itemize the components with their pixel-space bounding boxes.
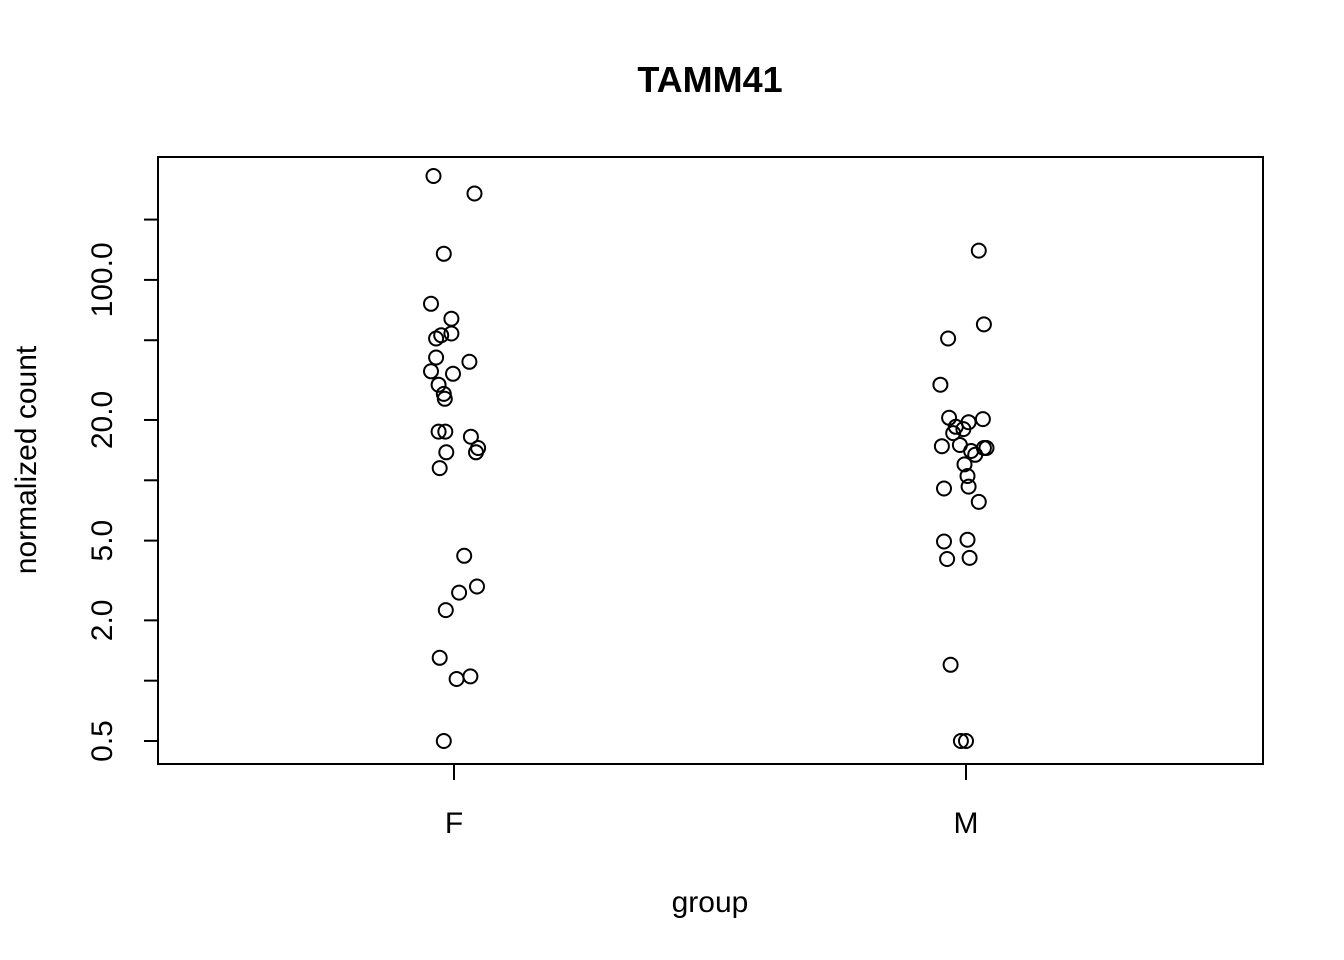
data-point [437, 423, 454, 440]
data-point [469, 578, 485, 595]
data-point [423, 295, 439, 312]
data-point [939, 551, 956, 567]
data-point [933, 438, 950, 455]
data-point [466, 185, 483, 202]
data-point [428, 349, 445, 366]
data-point [435, 733, 452, 749]
data-point [436, 390, 453, 407]
data-point [445, 365, 461, 382]
data-point [456, 547, 473, 564]
data-point [451, 584, 468, 601]
data-point [967, 446, 984, 463]
y-tick-label: 5.0 [86, 520, 119, 562]
data-point [975, 316, 992, 333]
data-point [959, 468, 976, 484]
data-point [936, 533, 952, 550]
data-point [428, 330, 445, 347]
plot-frame [157, 156, 1264, 765]
data-point [952, 733, 969, 749]
data-point [932, 376, 949, 393]
data-point [974, 411, 991, 428]
data-point [945, 425, 962, 442]
data-point [443, 325, 460, 342]
x-tick-label: F [445, 807, 463, 840]
data-point [431, 460, 448, 477]
y-axis-tick-labels: 0.5 2.0 5.0 20.0 100.0 [86, 242, 119, 761]
data-point [958, 733, 974, 749]
data-point [963, 443, 980, 459]
data-point [940, 330, 957, 347]
data-point [959, 531, 976, 548]
y-tick-label: 100.0 [86, 242, 119, 317]
data-point [942, 656, 959, 673]
data-point [437, 602, 454, 619]
x-axis [453, 764, 967, 780]
data-points [423, 168, 995, 749]
data-point [468, 444, 484, 461]
data-point [430, 423, 447, 440]
y-tick-label: 2.0 [86, 599, 119, 641]
data-point [978, 440, 995, 456]
data-point [435, 245, 452, 262]
data-point [425, 168, 442, 184]
chart-title: TAMM41 [637, 59, 782, 100]
y-axis [144, 218, 158, 742]
data-point [462, 668, 479, 685]
x-tick-label: M [954, 807, 979, 840]
data-point [961, 549, 978, 566]
data-point [960, 478, 977, 495]
data-point [936, 480, 952, 497]
data-point [438, 444, 455, 461]
x-axis-label: group [672, 886, 749, 919]
data-point [431, 649, 448, 666]
data-point [423, 363, 439, 380]
data-point [970, 493, 987, 510]
data-point [462, 428, 479, 445]
y-axis-label: normalized count [10, 345, 43, 574]
data-point [443, 310, 460, 327]
data-point [970, 242, 987, 259]
y-tick-label: 0.5 [86, 720, 119, 762]
data-point [448, 671, 465, 687]
data-point [956, 456, 973, 473]
data-point [461, 353, 478, 370]
data-point [430, 376, 447, 393]
data-point [955, 421, 972, 438]
y-tick-label: 20.0 [86, 391, 119, 449]
